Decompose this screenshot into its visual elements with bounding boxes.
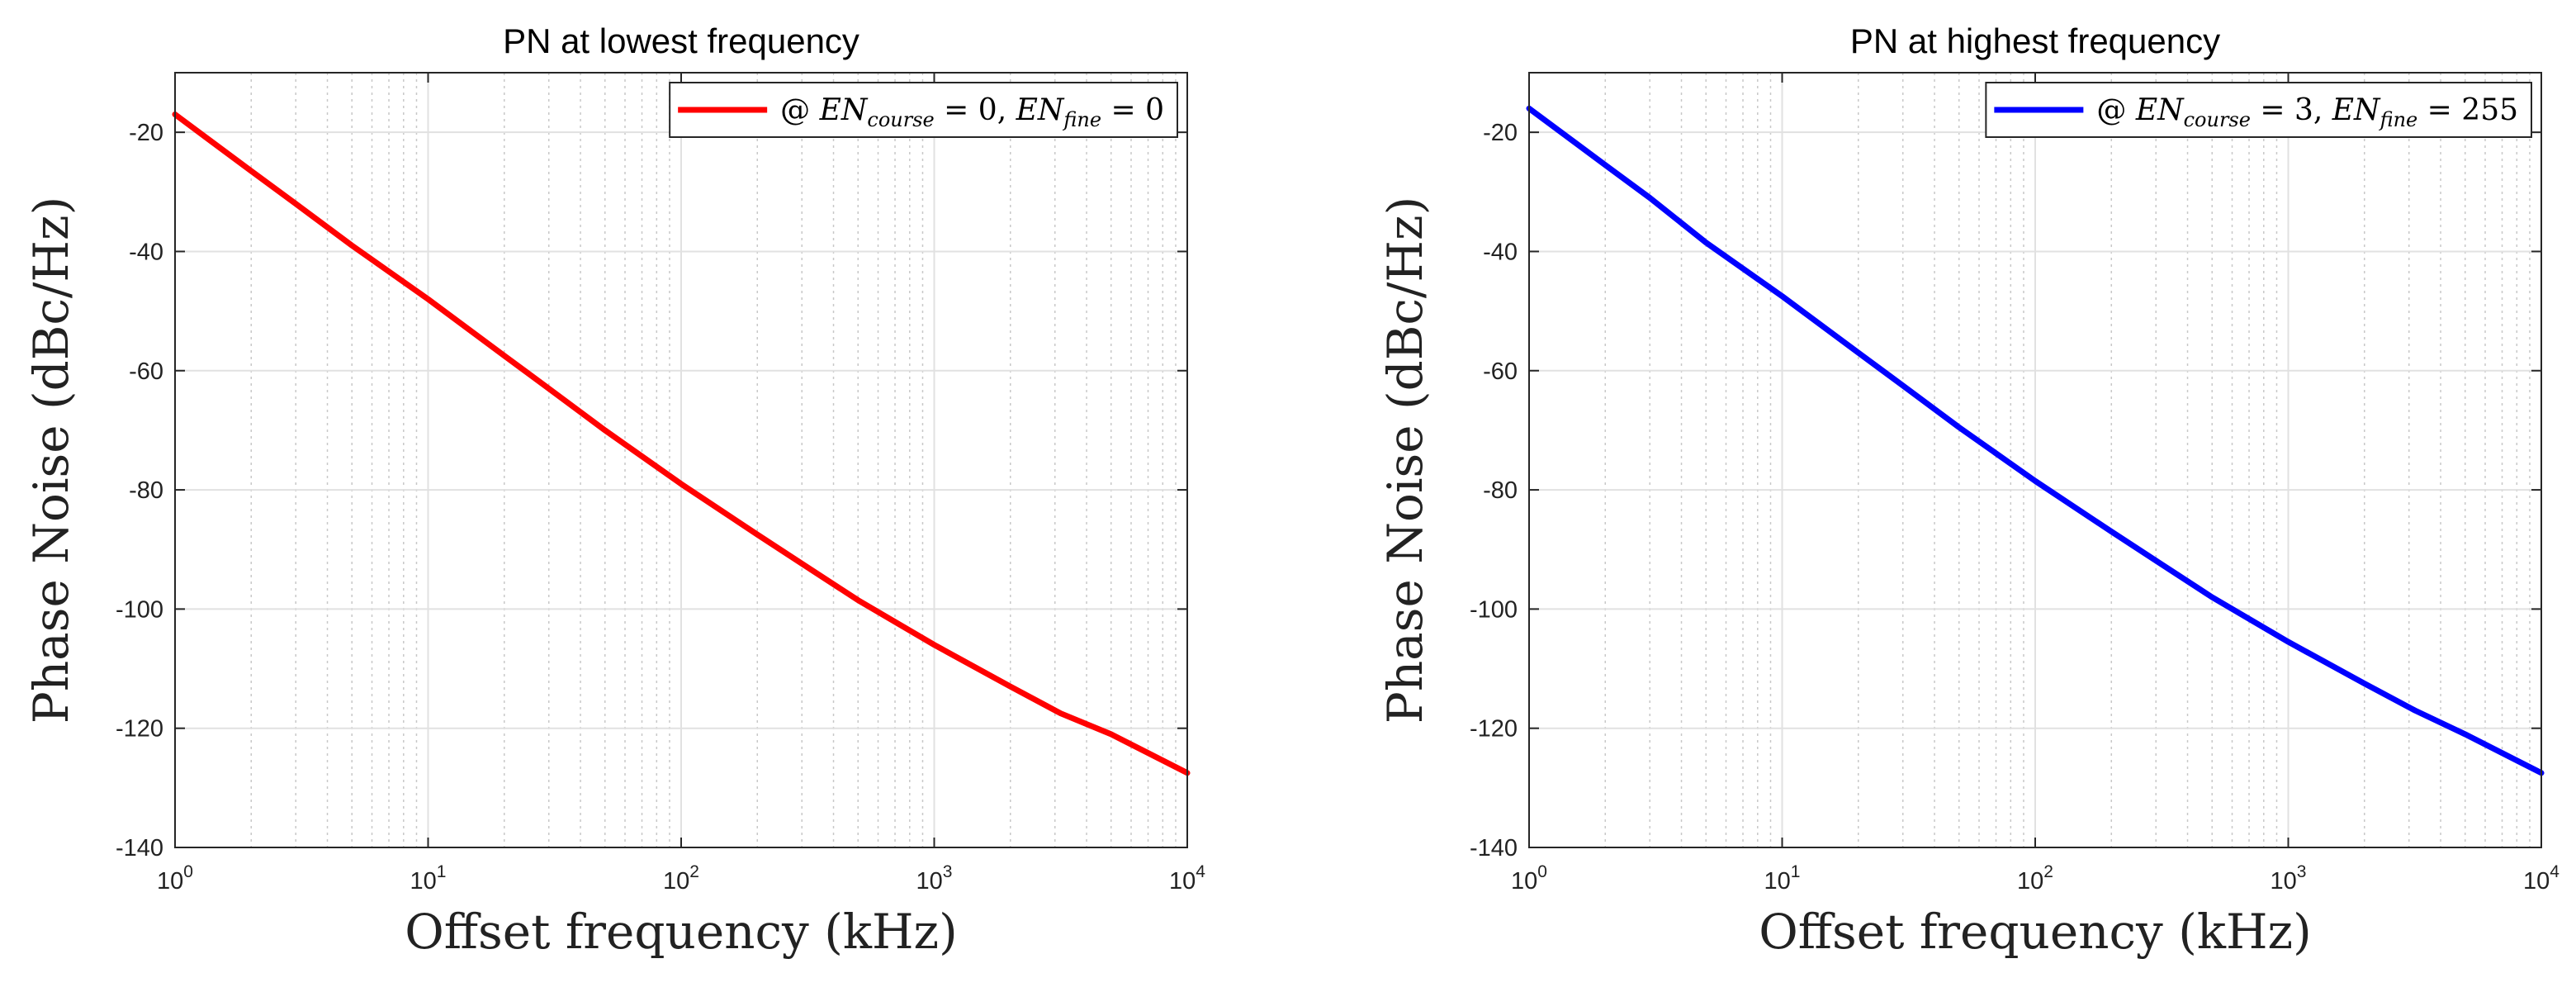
x-tick-label-exponent: 2 xyxy=(2043,862,2053,881)
major-grid xyxy=(174,73,1188,848)
y-tick-label: -60 xyxy=(1483,358,1518,385)
x-tick-label: 100 xyxy=(1511,862,1547,895)
legend-label: @ ENcourse = 0, ENfine = 0 xyxy=(780,93,1164,131)
x-tick-label-exponent: 0 xyxy=(1537,862,1547,881)
x-tick-label-base: 10 xyxy=(2523,868,2550,895)
x-tick-label-base: 10 xyxy=(157,868,183,895)
minor-grid xyxy=(250,73,1177,847)
y-tick-label: -140 xyxy=(1470,835,1518,861)
x-tick-label-exponent: 4 xyxy=(1196,862,1205,881)
chart-title: PN at highest frequency xyxy=(1850,21,2220,60)
legend-part-v2-sub: fine xyxy=(1062,108,1101,131)
x-tick-label-exponent: 1 xyxy=(437,862,447,881)
y-tick-label: -120 xyxy=(1470,716,1518,743)
x-tick-label: 100 xyxy=(157,862,193,895)
series-line-0 xyxy=(172,112,1191,776)
legend-part-v1-sub: course xyxy=(2184,108,2251,131)
x-tick-label-base: 10 xyxy=(1511,868,1537,895)
legend-part-v2-val: = 255 xyxy=(2417,93,2518,127)
x-tick-label: 101 xyxy=(410,862,447,895)
x-tick-label: 103 xyxy=(2271,862,2307,895)
x-tick-label-base: 10 xyxy=(410,868,437,895)
x-tick-label-exponent: 2 xyxy=(689,862,699,881)
x-tick-label-exponent: 3 xyxy=(943,862,953,881)
y-tick-label: -40 xyxy=(1483,239,1518,265)
series-line-0 xyxy=(1526,105,2545,776)
legend-part-v1-name: EN xyxy=(2135,93,2185,127)
y-tick-label: -100 xyxy=(1470,596,1518,623)
y-tick-label: -60 xyxy=(129,358,163,385)
y-axis-label: Phase Noise (dBc/Hz) xyxy=(1377,197,1433,724)
x-tick-label-base: 10 xyxy=(1764,868,1791,895)
legend-part-v2-name: EN xyxy=(1016,93,1065,127)
x-axis-label: Offset frequency (kHz) xyxy=(405,904,958,960)
legend-label: @ ENcourse = 3, ENfine = 255 xyxy=(2096,93,2518,131)
x-tick-label: 102 xyxy=(663,862,699,895)
legend-part-prefix: @ xyxy=(780,93,819,127)
chart-panel-lowest: 100 101 102 103 104-140-120-100-80-60-40-20P… xyxy=(23,21,1205,960)
x-tick-label-exponent: 3 xyxy=(2297,862,2307,881)
x-tick-label-exponent: 4 xyxy=(2550,862,2559,881)
x-tick-label: 103 xyxy=(916,862,953,895)
y-tick-label: -80 xyxy=(1483,477,1518,504)
legend-part-v1-sub: course xyxy=(867,108,934,131)
y-axis-label: Phase Noise (dBc/Hz) xyxy=(23,197,79,724)
legend: @ ENcourse = 3, ENfine = 255 xyxy=(1985,82,2532,138)
legend-part-v2-val: = 0 xyxy=(1101,93,1164,127)
legend-part-v1-val: = 0, xyxy=(935,93,1016,127)
chart-title: PN at lowest frequency xyxy=(503,21,859,60)
y-tick-label: -80 xyxy=(129,477,163,504)
legend-part-v1-val: = 3, xyxy=(2251,93,2332,127)
y-tick-label: -140 xyxy=(116,835,163,861)
x-axis-label: Offset frequency (kHz) xyxy=(1759,904,2312,960)
x-tick-label-exponent: 0 xyxy=(183,862,193,881)
chart-panel-highest: 100 101 102 103 104-140-120-100-80-60-40-20P… xyxy=(1377,21,2559,960)
minor-grid xyxy=(1604,73,2531,847)
y-tick-label: -100 xyxy=(116,596,163,623)
legend-part-v1-name: EN xyxy=(819,93,869,127)
x-tick-label: 104 xyxy=(2523,862,2559,895)
x-tick-label-exponent: 1 xyxy=(1791,862,1801,881)
x-tick-label-base: 10 xyxy=(663,868,689,895)
y-tick-label: -20 xyxy=(1483,120,1518,146)
legend: @ ENcourse = 0, ENfine = 0 xyxy=(669,82,1178,138)
y-tick-label: -20 xyxy=(129,120,163,146)
major-grid xyxy=(1528,73,2542,848)
x-tick-label: 101 xyxy=(1764,862,1801,895)
x-tick-label-base: 10 xyxy=(2017,868,2043,895)
x-tick-label-base: 10 xyxy=(1169,868,1196,895)
x-tick-label-base: 10 xyxy=(916,868,943,895)
y-tick-label: -120 xyxy=(116,716,163,743)
x-tick-label: 104 xyxy=(1169,862,1205,895)
legend-part-v2-name: EN xyxy=(2332,93,2381,127)
x-tick-label-base: 10 xyxy=(2271,868,2297,895)
x-tick-label: 102 xyxy=(2017,862,2053,895)
y-tick-label: -40 xyxy=(129,239,163,265)
legend-part-v2-sub: fine xyxy=(2379,108,2418,131)
legend-part-prefix: @ xyxy=(2096,93,2135,127)
